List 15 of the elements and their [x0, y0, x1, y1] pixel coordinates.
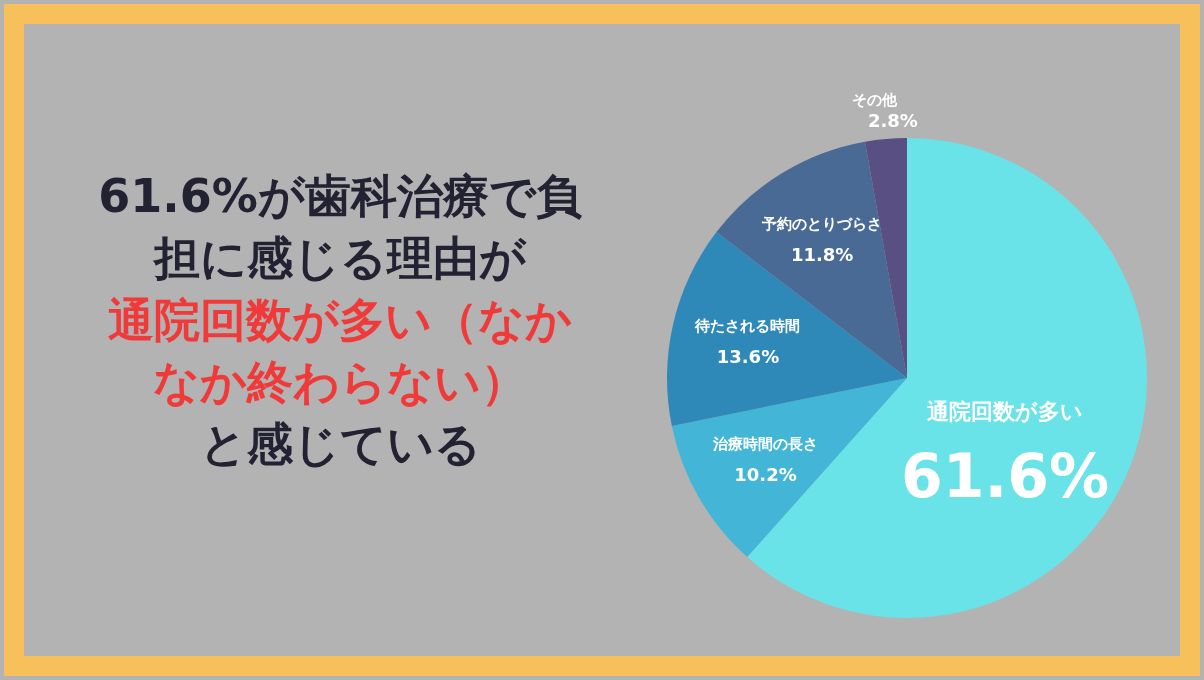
text: 61.6%が歯科治療で負担に感じる理由が: [97, 168, 583, 287]
slice-label: 予約のとりづらさ: [761, 214, 883, 233]
slice-label: その他: [852, 90, 899, 109]
text: 通院回数が多い（なかなか終わらない）: [107, 292, 573, 411]
text: と感じている: [198, 416, 482, 473]
pie-slice: [667, 232, 907, 426]
data-label: 2.8%: [867, 109, 918, 131]
data-label: 10.2%: [734, 464, 797, 486]
pie-slice: [864, 138, 907, 378]
slice-label: 通院回数が多い: [926, 399, 1084, 425]
data-label: 61.6%: [900, 441, 1110, 512]
data-label: 13.6%: [716, 346, 780, 368]
slice-label: 待たされる時間: [694, 317, 801, 336]
slice-label: 治療時間の長さ: [711, 435, 818, 454]
data-label: 11.8%: [790, 243, 854, 265]
